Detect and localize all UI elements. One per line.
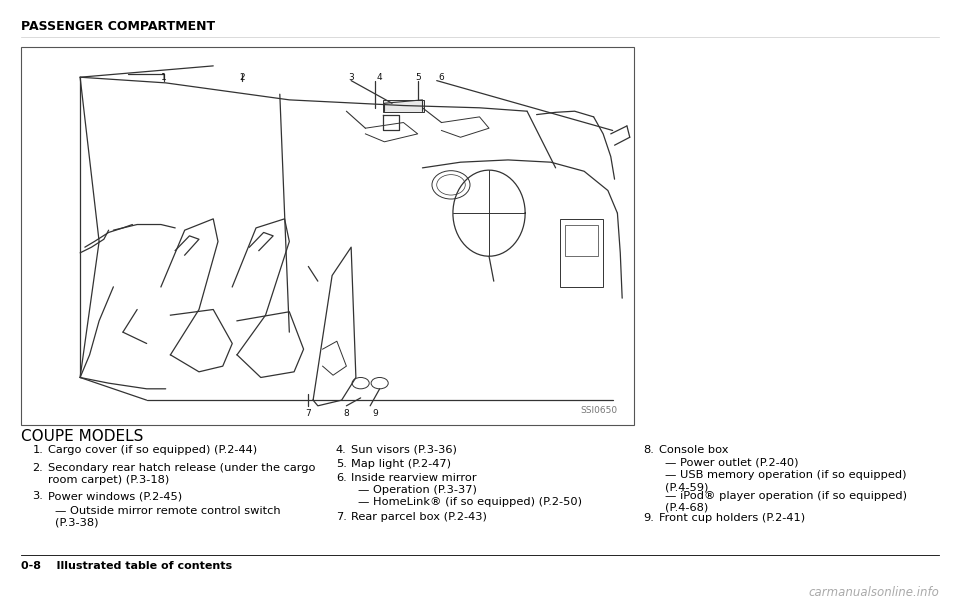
Text: — Operation (P.3-37): — Operation (P.3-37) — [358, 485, 477, 495]
Text: 3.: 3. — [33, 491, 43, 501]
Text: 6.: 6. — [336, 473, 347, 483]
Text: 4.: 4. — [336, 445, 347, 455]
Text: 8.: 8. — [643, 445, 654, 455]
Text: 1.: 1. — [33, 445, 43, 455]
Text: 3: 3 — [348, 73, 354, 82]
Text: 7.: 7. — [336, 512, 347, 522]
Text: — iPod® player operation (if so equipped)
(P.4-68): — iPod® player operation (if so equipped… — [665, 491, 907, 513]
Text: 5: 5 — [415, 73, 420, 82]
Text: Inside rearview mirror: Inside rearview mirror — [351, 473, 477, 483]
Text: SSI0650: SSI0650 — [580, 406, 617, 415]
Text: — Power outlet (P.2-40): — Power outlet (P.2-40) — [665, 457, 799, 467]
Text: 2.: 2. — [33, 463, 43, 473]
Text: 2: 2 — [239, 73, 245, 82]
Text: 5.: 5. — [336, 459, 347, 469]
Text: COUPE MODELS: COUPE MODELS — [21, 429, 143, 444]
Text: 1: 1 — [161, 73, 167, 82]
Text: Front cup holders (P.2-41): Front cup holders (P.2-41) — [659, 513, 804, 523]
Text: carmanualsonline.info: carmanualsonline.info — [808, 586, 939, 599]
Text: Rear parcel box (P.2-43): Rear parcel box (P.2-43) — [351, 512, 488, 522]
Text: 9.: 9. — [643, 513, 654, 523]
Text: Power windows (P.2-45): Power windows (P.2-45) — [48, 491, 182, 501]
Text: PASSENGER COMPARTMENT: PASSENGER COMPARTMENT — [21, 20, 215, 32]
Text: — Outside mirror remote control switch
(P.3-38): — Outside mirror remote control switch (… — [55, 506, 280, 527]
Text: Cargo cover (if so equipped) (P.2-44): Cargo cover (if so equipped) (P.2-44) — [48, 445, 257, 455]
Text: — HomeLink® (if so equipped) (P.2-50): — HomeLink® (if so equipped) (P.2-50) — [358, 497, 582, 507]
Text: 6: 6 — [439, 73, 444, 82]
Text: 0-8    Illustrated table of contents: 0-8 Illustrated table of contents — [21, 561, 232, 571]
Bar — [565, 224, 598, 256]
Text: 9: 9 — [372, 409, 378, 419]
Text: Secondary rear hatch release (under the cargo
room carpet) (P.3-18): Secondary rear hatch release (under the … — [48, 463, 316, 485]
Bar — [382, 100, 424, 112]
Bar — [21, 47, 634, 425]
Text: 7: 7 — [305, 409, 311, 419]
Text: — USB memory operation (if so equipped)
(P.4-59): — USB memory operation (if so equipped) … — [665, 470, 907, 492]
Text: 8: 8 — [344, 409, 349, 419]
Text: Map light (P.2-47): Map light (P.2-47) — [351, 459, 451, 469]
Text: 4: 4 — [377, 73, 382, 82]
Bar — [561, 219, 603, 287]
Text: Console box: Console box — [659, 445, 728, 455]
Text: Sun visors (P.3-36): Sun visors (P.3-36) — [351, 445, 457, 455]
